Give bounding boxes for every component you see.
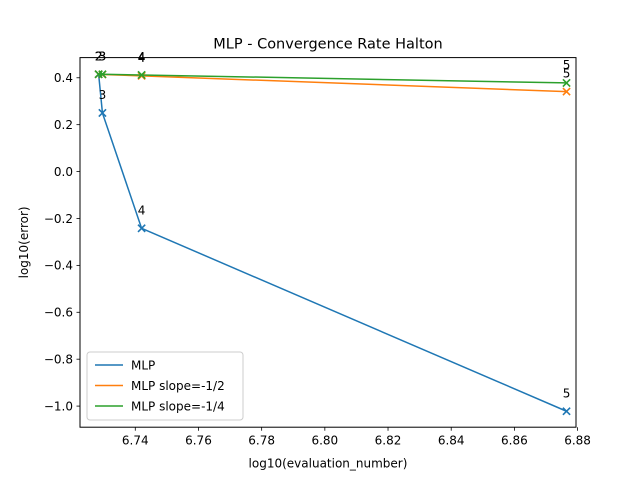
x-tick-label: 6.80 bbox=[311, 434, 338, 448]
y-tick-label: −0.8 bbox=[44, 352, 73, 366]
data-point-label: 3 bbox=[99, 88, 107, 102]
marker-stroke bbox=[98, 70, 107, 79]
data-point-marker bbox=[562, 78, 571, 88]
y-axis-label: log10(error) bbox=[17, 206, 31, 278]
y-tick-label: 0.2 bbox=[54, 118, 73, 132]
y-axis-ticks: −1.0 −0.8 −0.6 −0.4 −0.2 0.0 0.2 0.4 bbox=[44, 71, 80, 413]
series-line bbox=[98, 73, 567, 84]
data-point-label: 2 bbox=[95, 49, 103, 63]
x-tick-label: 6.82 bbox=[375, 434, 402, 448]
series-line bbox=[97, 74, 567, 412]
data-point-marker bbox=[98, 108, 107, 118]
data-point-label: 5 bbox=[563, 67, 571, 81]
data-point-label: 3 bbox=[99, 49, 107, 63]
y-tick-label: −0.6 bbox=[44, 306, 73, 320]
x-axis-ticks: 6.74 6.76 6.78 6.80 6.82 6.84 6.86 6.88 bbox=[122, 427, 591, 448]
x-tick-label: 6.76 bbox=[185, 434, 212, 448]
legend-entry-label: MLP slope=-1/2 bbox=[131, 379, 225, 393]
data-point-marker bbox=[562, 407, 571, 416]
marker-stroke bbox=[562, 407, 571, 416]
chart-title: MLP - Convergence Rate Halton bbox=[213, 37, 442, 53]
marker-stroke bbox=[137, 70, 146, 80]
data-point-marker bbox=[137, 224, 146, 233]
legend-entry-label: MLP bbox=[131, 358, 155, 372]
x-tick-label: 6.86 bbox=[501, 434, 528, 448]
data-point-label: 3 bbox=[99, 49, 107, 63]
x-tick-label: 6.78 bbox=[248, 434, 275, 448]
marker-stroke bbox=[98, 108, 107, 118]
y-tick-label: 0.0 bbox=[54, 165, 73, 179]
y-tick-label: −1.0 bbox=[44, 399, 73, 413]
data-point-marker bbox=[562, 87, 571, 96]
data-point-label: 2 bbox=[95, 49, 103, 63]
y-tick-label: 0.4 bbox=[54, 71, 73, 85]
data-point-marker bbox=[137, 70, 146, 80]
data-point-label: 2 bbox=[95, 49, 103, 63]
x-axis-label: log10(evaluation_number) bbox=[249, 457, 408, 471]
axes-frame bbox=[79, 57, 577, 428]
data-point-label: 5 bbox=[563, 386, 571, 400]
y-tick-label: −0.4 bbox=[44, 259, 73, 273]
legend: MLP MLP slope=-1/2 MLP slope=-1/4 bbox=[86, 351, 244, 421]
marker-stroke bbox=[562, 87, 571, 96]
data-point-marker bbox=[98, 70, 107, 79]
data-point-label: 4 bbox=[138, 50, 146, 64]
data-point-label: 5 bbox=[563, 58, 571, 72]
data-point-label: 4 bbox=[138, 203, 146, 217]
y-tick-label: −0.2 bbox=[44, 212, 73, 226]
x-tick-label: 6.88 bbox=[564, 434, 591, 448]
x-tick-label: 6.84 bbox=[438, 434, 465, 448]
legend-entry-label: MLP slope=-1/4 bbox=[131, 399, 225, 413]
marker-stroke bbox=[137, 224, 146, 233]
marker-stroke bbox=[562, 78, 571, 88]
legend-box bbox=[86, 351, 244, 421]
x-tick-label: 6.74 bbox=[122, 434, 149, 448]
